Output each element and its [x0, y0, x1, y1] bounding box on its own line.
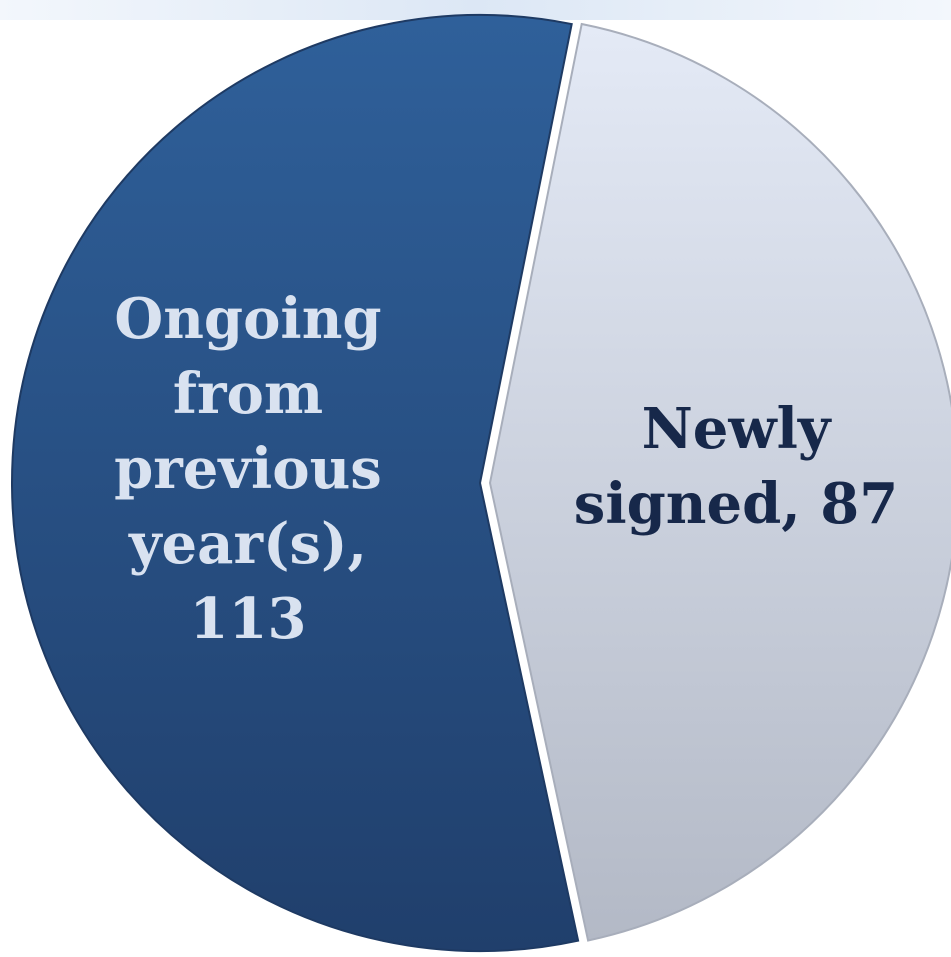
slice-label-ongoing: Ongoing from previous year(s), 113	[114, 286, 382, 652]
slice-label-line: signed, 87	[574, 471, 898, 537]
background-band	[0, 0, 951, 20]
slice-label-line: 113	[190, 586, 307, 652]
slices-group	[11, 14, 951, 952]
slice-label-line: previous	[114, 436, 382, 502]
slice-label-line: Ongoing	[114, 286, 381, 352]
labels-group: Ongoing from previous year(s), 113 Newly signe…	[114, 286, 898, 652]
slice-label-newly-signed: Newly signed, 87	[574, 396, 898, 537]
slice-label-line: from	[173, 361, 323, 427]
slice-label-line: year(s),	[128, 511, 367, 577]
slice-newly-signed	[488, 22, 951, 942]
slice-ongoing	[11, 14, 580, 952]
slice-label-line: Newly	[642, 396, 832, 462]
